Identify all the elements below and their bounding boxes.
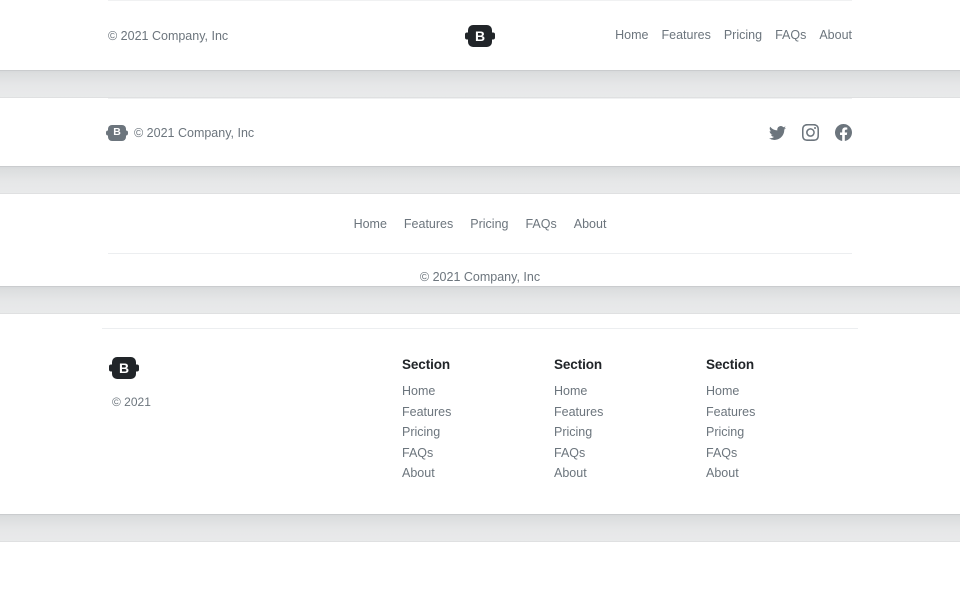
footer-link-faqs[interactable]: FAQs [706,445,738,460]
section-separator-band-2 [0,166,960,194]
footer-column-title: Section [402,357,451,372]
twitter-icon[interactable] [769,124,786,141]
footer-link-features[interactable]: Features [402,404,452,419]
nav-link-about[interactable]: About [819,27,852,42]
footer-simple-inner: © 2021 Company, Inc B Home Features Pric… [108,0,852,70]
nav-link-home[interactable]: Home [353,217,387,231]
section-separator-band-4 [0,514,960,542]
footer-simple-nav-list: Home Features Pricing FAQs About [615,27,852,45]
footer-social: B © 2021 Company, Inc [0,98,960,166]
footer-simple-nav: © 2021 Company, Inc B Home Features Pric… [0,0,960,70]
footer-column-2: Section Home Features Pricing FAQs About [554,357,706,484]
footer-columns-inner: B © 2021 Section Home Features Pricing F… [102,328,858,484]
section-separator-band-3 [0,286,960,314]
footer-link-about[interactable]: About [554,466,587,480]
footer-link-home[interactable]: Home [706,384,740,398]
footer-centered-copyright: © 2021 Company, Inc [419,269,541,284]
footer-column-title: Section [554,357,603,372]
section-separator-band-1 [0,70,960,98]
bootstrap-logo-icon: B [468,24,492,47]
footer-link-features[interactable]: Features [554,404,604,419]
footer-column-3: Section Home Features Pricing FAQs About [706,357,858,484]
facebook-icon[interactable] [835,124,852,141]
bootstrap-logo-icon[interactable]: B [112,357,136,379]
footer-columns: B © 2021 Section Home Features Pricing F… [0,314,960,514]
footer-link-faqs[interactable]: FAQs [402,445,434,460]
footer-link-about[interactable]: About [706,466,739,480]
footer-simple-logo-wrap[interactable]: B [468,24,492,47]
footer-link-pricing[interactable]: Pricing [402,425,441,439]
footer-social-brand: B © 2021 Company, Inc [108,124,255,141]
nav-link-pricing[interactable]: Pricing [723,27,763,42]
footer-centered: Home Features Pricing FAQs About © 2021 … [0,194,960,286]
footer-link-home[interactable]: Home [554,384,588,398]
footer-social-copyright: © 2021 Company, Inc [134,125,255,140]
footer-social-inner: B © 2021 Company, Inc [108,98,852,166]
footer-social-links [769,124,852,141]
nav-link-faqs[interactable]: FAQs [525,217,557,231]
footer-simple-copyright: © 2021 Company, Inc [108,28,229,43]
nav-link-about[interactable]: About [573,217,607,231]
footer-columns-brand: B © 2021 [102,357,402,484]
footer-column-1: Section Home Features Pricing FAQs About [402,357,554,484]
footer-link-faqs[interactable]: FAQs [554,445,586,460]
footer-centered-nav-list: Home Features Pricing FAQs About [108,216,852,254]
footer-column-title: Section [706,357,755,372]
footer-link-pricing[interactable]: Pricing [706,425,745,439]
footer-columns-copyright: © 2021 [112,395,151,409]
nav-link-pricing[interactable]: Pricing [470,217,509,231]
nav-link-faqs[interactable]: FAQs [775,27,807,42]
nav-link-features[interactable]: Features [661,27,711,42]
nav-link-home[interactable]: Home [615,27,649,42]
bootstrap-logo-icon[interactable]: B [108,124,126,141]
footer-link-about[interactable]: About [402,466,435,480]
instagram-icon[interactable] [802,124,819,141]
footer-link-features[interactable]: Features [706,404,756,419]
footer-link-pricing[interactable]: Pricing [554,425,593,439]
nav-link-features[interactable]: Features [403,217,454,231]
footer-link-home[interactable]: Home [402,384,436,398]
